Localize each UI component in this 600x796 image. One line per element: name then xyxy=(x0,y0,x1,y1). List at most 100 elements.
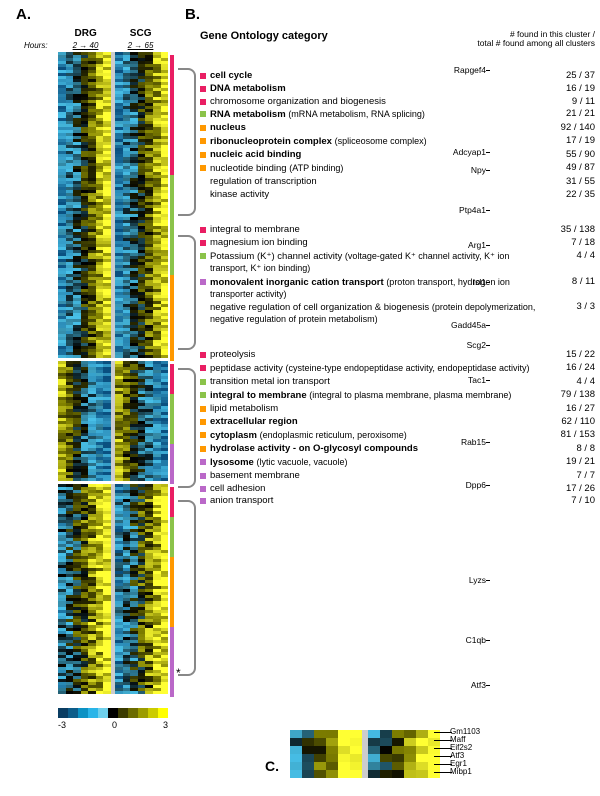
sidebar-seg xyxy=(170,275,174,361)
panel-b-label: B. xyxy=(185,6,200,23)
go-text: kinase activity xyxy=(210,190,539,201)
go-row: proteolysis15 / 22 xyxy=(200,350,595,361)
go-header-left: Gene Ontology category xyxy=(200,30,328,49)
go-text: integral to membrane xyxy=(210,225,539,236)
go-count: 92 / 140 xyxy=(545,123,595,134)
hours-label: Hours: xyxy=(24,41,48,50)
go-panel: Gene Ontology category # found in this c… xyxy=(200,30,595,509)
go-count: 17 / 26 xyxy=(545,484,595,495)
go-row: Potassium (K⁺) channel activity (voltage… xyxy=(200,251,595,275)
hours-right: 2 → 65 xyxy=(128,41,154,50)
heatmap-header: DRG SCG xyxy=(58,28,168,39)
go-color-swatch xyxy=(200,392,206,398)
go-color-swatch xyxy=(200,498,206,504)
group-line-1 xyxy=(178,68,196,216)
sidebar-seg xyxy=(170,557,174,627)
go-color-swatch xyxy=(200,138,206,144)
go-text: extracellular region xyxy=(210,417,539,428)
go-count: 49 / 87 xyxy=(545,163,595,174)
go-row: extracellular region 62 / 110 xyxy=(200,417,595,428)
sidebar-seg xyxy=(170,364,174,394)
heatmap-body xyxy=(58,52,168,694)
go-text: RNA metabolism (mRNA metabolism, RNA spl… xyxy=(210,109,539,121)
mini-label: Mibp1 xyxy=(450,768,480,776)
mini-heatmap xyxy=(290,730,440,778)
go-count: 16 / 19 xyxy=(545,84,595,95)
go-text: anion transport xyxy=(210,496,539,507)
go-count: 55 / 90 xyxy=(545,150,595,161)
go-row: regulation of transcription31 / 55 xyxy=(200,177,595,188)
go-row: chromosome organization and biogenesis9 … xyxy=(200,97,595,108)
go-row: cell adhesion 17 / 26 xyxy=(200,484,595,495)
panel-a-label: A. xyxy=(16,6,31,23)
go-row: hydrolase activity - on O-glycosyl compo… xyxy=(200,444,595,455)
go-row: integral to membrane (integral to plasma… xyxy=(200,390,595,402)
go-text: nucleotide binding (ATP binding) xyxy=(210,163,539,175)
go-row: DNA metabolism16 / 19 xyxy=(200,84,595,95)
go-color-swatch xyxy=(200,446,206,452)
go-color-swatch xyxy=(200,73,206,79)
go-color-swatch xyxy=(200,279,206,285)
go-color-swatch xyxy=(200,86,206,92)
go-count: 4 / 4 xyxy=(545,377,595,388)
go-row: cell cycle25 / 37 xyxy=(200,71,595,82)
sidebar-seg xyxy=(170,175,174,275)
sidebar-seg xyxy=(170,55,174,175)
gene-label: Lyzs xyxy=(469,575,486,585)
go-color-swatch xyxy=(200,432,206,438)
go-color-swatch xyxy=(200,406,206,412)
go-count: 7 / 7 xyxy=(545,471,595,482)
go-header-right: # found in this cluster /total # found a… xyxy=(455,30,595,49)
sidebar-seg xyxy=(170,487,174,517)
heatmap-hours: 2 → 40 2 → 65 xyxy=(58,41,168,50)
go-row: nucleotide binding (ATP binding) 49 / 87 xyxy=(200,163,595,175)
go-row: peptidase activity (cysteine-type endope… xyxy=(200,363,595,375)
go-row: nucleus92 / 140 xyxy=(200,123,595,134)
go-count: 79 / 138 xyxy=(545,390,595,401)
go-color-swatch xyxy=(200,486,206,492)
gene-label: Atf3 xyxy=(471,680,486,690)
go-color-swatch xyxy=(200,365,206,371)
go-count: 81 / 153 xyxy=(545,430,595,441)
go-text: transition metal ion transport xyxy=(210,377,539,388)
group-line-3 xyxy=(178,368,196,488)
go-text: cell adhesion xyxy=(210,484,539,495)
go-text: integral to membrane (integral to plasma… xyxy=(210,390,539,402)
go-count: 8 / 8 xyxy=(545,444,595,455)
scale-max: 3 xyxy=(163,720,168,730)
go-text: lysosome (lytic vacuole, vacuole) xyxy=(210,457,539,469)
color-scale: -3 0 3 xyxy=(58,708,168,730)
go-text: regulation of transcription xyxy=(210,177,539,188)
go-text: magnesium ion binding xyxy=(210,238,539,249)
go-count: 3 / 3 xyxy=(545,302,595,313)
go-color-swatch xyxy=(200,473,206,479)
drg-label: DRG xyxy=(75,28,97,39)
go-row: cytoplasm (endoplasmic reticulum, peroxi… xyxy=(200,430,595,442)
go-color-swatch xyxy=(200,165,206,171)
go-count: 22 / 35 xyxy=(545,190,595,201)
go-text: ribonucleoprotein complex (spliceosome c… xyxy=(210,136,539,148)
go-row: integral to membrane35 / 138 xyxy=(200,225,595,236)
go-text: proteolysis xyxy=(210,350,539,361)
go-color-swatch xyxy=(200,379,206,385)
go-count: 62 / 110 xyxy=(545,417,595,428)
sidebar-seg xyxy=(170,444,174,484)
scg-label: SCG xyxy=(130,28,152,39)
panel-c-label: C. xyxy=(265,758,279,774)
go-group-2: integral to membrane35 / 138 magnesium io… xyxy=(200,225,595,326)
go-row: lipid metabolism16 / 27 xyxy=(200,404,595,415)
go-color-swatch xyxy=(200,152,206,158)
go-text: nucleic acid binding xyxy=(210,150,539,161)
go-color-swatch xyxy=(200,111,206,117)
go-header: Gene Ontology category # found in this c… xyxy=(200,30,595,49)
go-color-swatch xyxy=(200,99,206,105)
go-count: 25 / 37 xyxy=(545,71,595,82)
go-row: ribonucleoprotein complex (spliceosome c… xyxy=(200,136,595,148)
go-color-swatch xyxy=(200,240,206,246)
go-row: magnesium ion binding7 / 18 xyxy=(200,238,595,249)
go-row: kinase activity 22 / 35 xyxy=(200,190,595,201)
go-count: 4 / 4 xyxy=(545,251,595,262)
go-color-swatch xyxy=(200,125,206,131)
go-count: 7 / 10 xyxy=(545,496,595,507)
go-color-swatch xyxy=(200,253,206,259)
